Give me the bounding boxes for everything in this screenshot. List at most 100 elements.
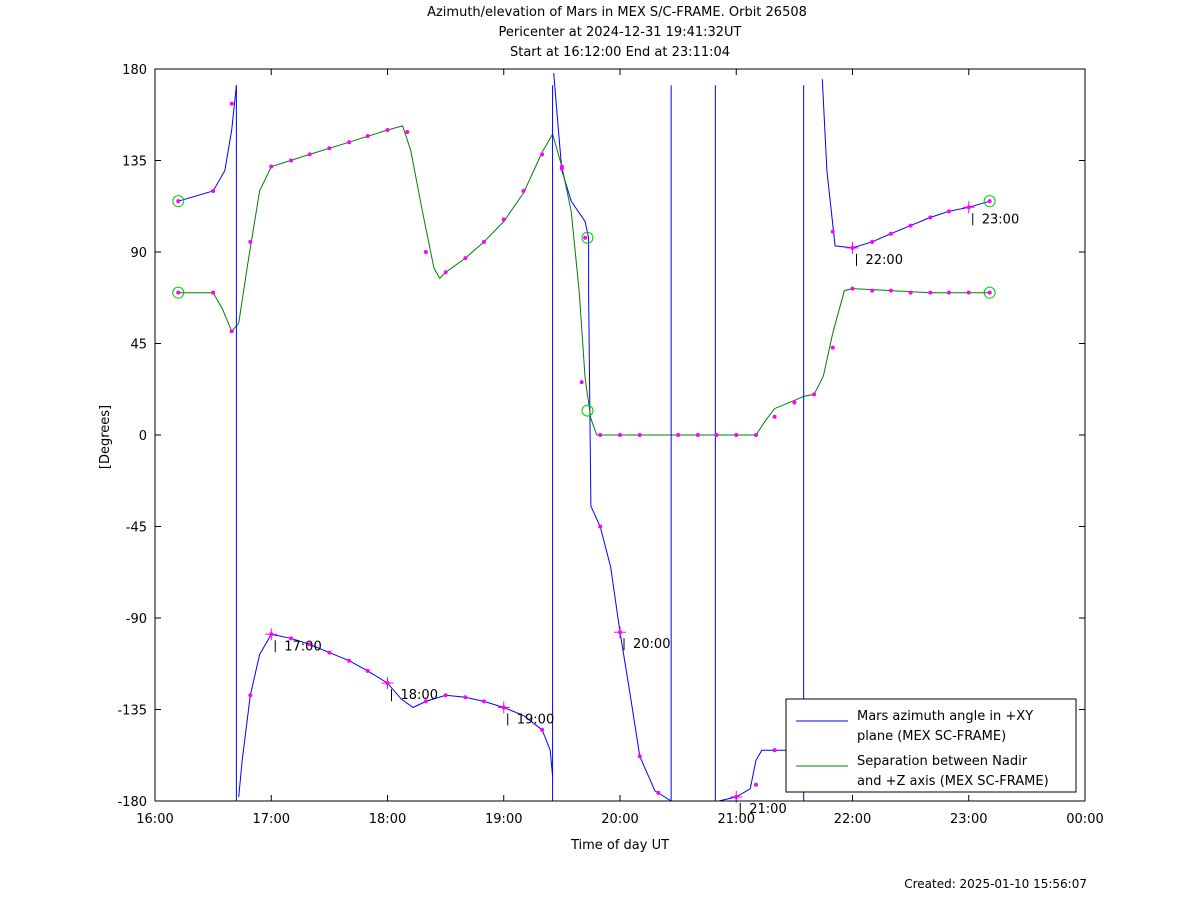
y-tick-label: -180: [117, 795, 147, 810]
azimuth-marker: [248, 693, 253, 698]
azimuth-marker: [946, 209, 951, 214]
separation-marker: [385, 128, 390, 132]
chart-title-line-1: Azimuth/elevation of Mars in MEX S/C-FRA…: [427, 5, 807, 20]
legend-box: [785, 698, 1077, 793]
separation-marker: [618, 433, 622, 437]
azimuth-marker: [987, 199, 992, 204]
separation-marker: [754, 433, 759, 437]
azimuth-series-line: [238, 633, 554, 797]
y-tick-label: -135: [117, 704, 147, 719]
y-axis-label: [Degrees]: [98, 405, 113, 469]
azimuth-marker: [176, 199, 181, 204]
separation-marker: [734, 433, 739, 437]
start-end-circle: [983, 195, 996, 208]
separation-marker: [676, 433, 681, 437]
start-end-circle: [172, 195, 185, 208]
separation-marker: [579, 380, 584, 385]
x-tick-label: 23:00: [950, 812, 987, 827]
x-tick-label: 16:00: [136, 812, 173, 827]
hour-annotations: 17:00 18:00 19:00 20:00 21:00 22:00 23:00: [265, 201, 1019, 817]
legend-label-azimuth-2: plane (MEX SC-FRAME): [857, 729, 1006, 744]
separation-marker: [423, 250, 428, 254]
separation-marker: [966, 290, 971, 295]
series-lines: [178, 68, 990, 802]
separation-marker: [501, 217, 506, 222]
azimuth-marker: [347, 658, 352, 663]
legend-label-separation-1: Separation between Nadir: [857, 754, 1028, 769]
azimuth-marker: [481, 699, 486, 704]
separation-marker: [850, 286, 855, 291]
hour-label: 20:00: [633, 637, 670, 652]
azimuth-marker: [289, 636, 294, 641]
x-tick-label: 20:00: [601, 812, 638, 827]
x-tick-label: 18:00: [369, 812, 406, 827]
separation-marker: [559, 166, 564, 171]
separation-marker: [928, 290, 933, 295]
hour-label: 18:00: [401, 688, 438, 703]
azimuth-series-line: [553, 73, 672, 802]
azimuth-marker: [423, 699, 428, 704]
hour-label: 19:00: [517, 712, 554, 727]
y-tick-label: -90: [126, 612, 147, 627]
azimuth-marker: [443, 693, 448, 698]
y-tick-label: 180: [122, 63, 147, 78]
separation-marker: [327, 146, 332, 151]
plot-frame: [154, 68, 1086, 802]
azimuth-marker: [908, 223, 913, 228]
azimuth-series-line: [821, 79, 990, 249]
separation-marker: [792, 400, 797, 405]
azimuth-marker: [598, 524, 603, 529]
separation-marker: [365, 134, 370, 139]
separation-marker: [289, 158, 294, 163]
separation-marker: [946, 290, 951, 295]
separation-marker: [812, 392, 817, 397]
azimuth-marker: [307, 642, 312, 647]
separation-marker: [637, 433, 642, 437]
y-tick-label: -45: [126, 521, 147, 536]
azimuth-series-line: [178, 85, 237, 202]
separation-marker: [307, 152, 312, 157]
separation-marker: [987, 290, 992, 295]
azimuth-marker: [229, 101, 234, 106]
separation-marker: [248, 239, 253, 244]
separation-marker: [772, 414, 777, 419]
separation-marker: [269, 164, 274, 169]
separation-marker: [211, 290, 216, 295]
y-tick-label: 90: [130, 246, 147, 261]
chart-title-line-2: Pericenter at 2024-12-31 19:41:32UT: [498, 25, 741, 40]
x-tick-label: 17:00: [253, 812, 290, 827]
y-tick-label: 135: [122, 155, 147, 170]
axis-ticks: 16:00 17:00 18:00 19:00 20:00 21:00 22:00 23:00…: [117, 63, 1103, 827]
azimuth-marker: [656, 790, 661, 795]
x-tick-label: 21:00: [718, 812, 755, 827]
y-tick-label: 0: [139, 429, 147, 444]
azimuth-marker: [754, 782, 759, 787]
separation-marker: [540, 152, 545, 157]
y-tick-label: 45: [130, 338, 147, 353]
x-tick-label: 00:00: [1066, 812, 1103, 827]
separation-marker: [598, 433, 603, 437]
azimuth-marker: [772, 748, 777, 753]
azimuth-marker: [870, 239, 875, 244]
azimuth-marker: [888, 231, 893, 236]
azimuth-marker: [637, 754, 642, 759]
azimuth-marker: [583, 235, 588, 240]
azimuth-marker: [928, 215, 933, 220]
azimuth-marker: [830, 229, 835, 234]
separation-marker: [870, 288, 875, 293]
start-end-circle: [581, 404, 594, 417]
separation-marker: [443, 270, 448, 275]
start-end-circle: [983, 286, 996, 299]
hour-label: 17:00: [284, 639, 321, 654]
start-end-circle: [581, 231, 594, 244]
separation-marker: [521, 189, 526, 193]
separation-marker: [908, 290, 913, 295]
azimuth-marker: [327, 650, 332, 655]
separation-marker: [229, 329, 234, 334]
legend: Mars azimuth angle in +XY plane (MEX SC-…: [785, 698, 1077, 793]
hour-label: 21:00: [749, 802, 786, 817]
hour-label: 22:00: [866, 253, 903, 268]
separation-series-line: [178, 125, 990, 436]
series-markers: [172, 101, 996, 799]
